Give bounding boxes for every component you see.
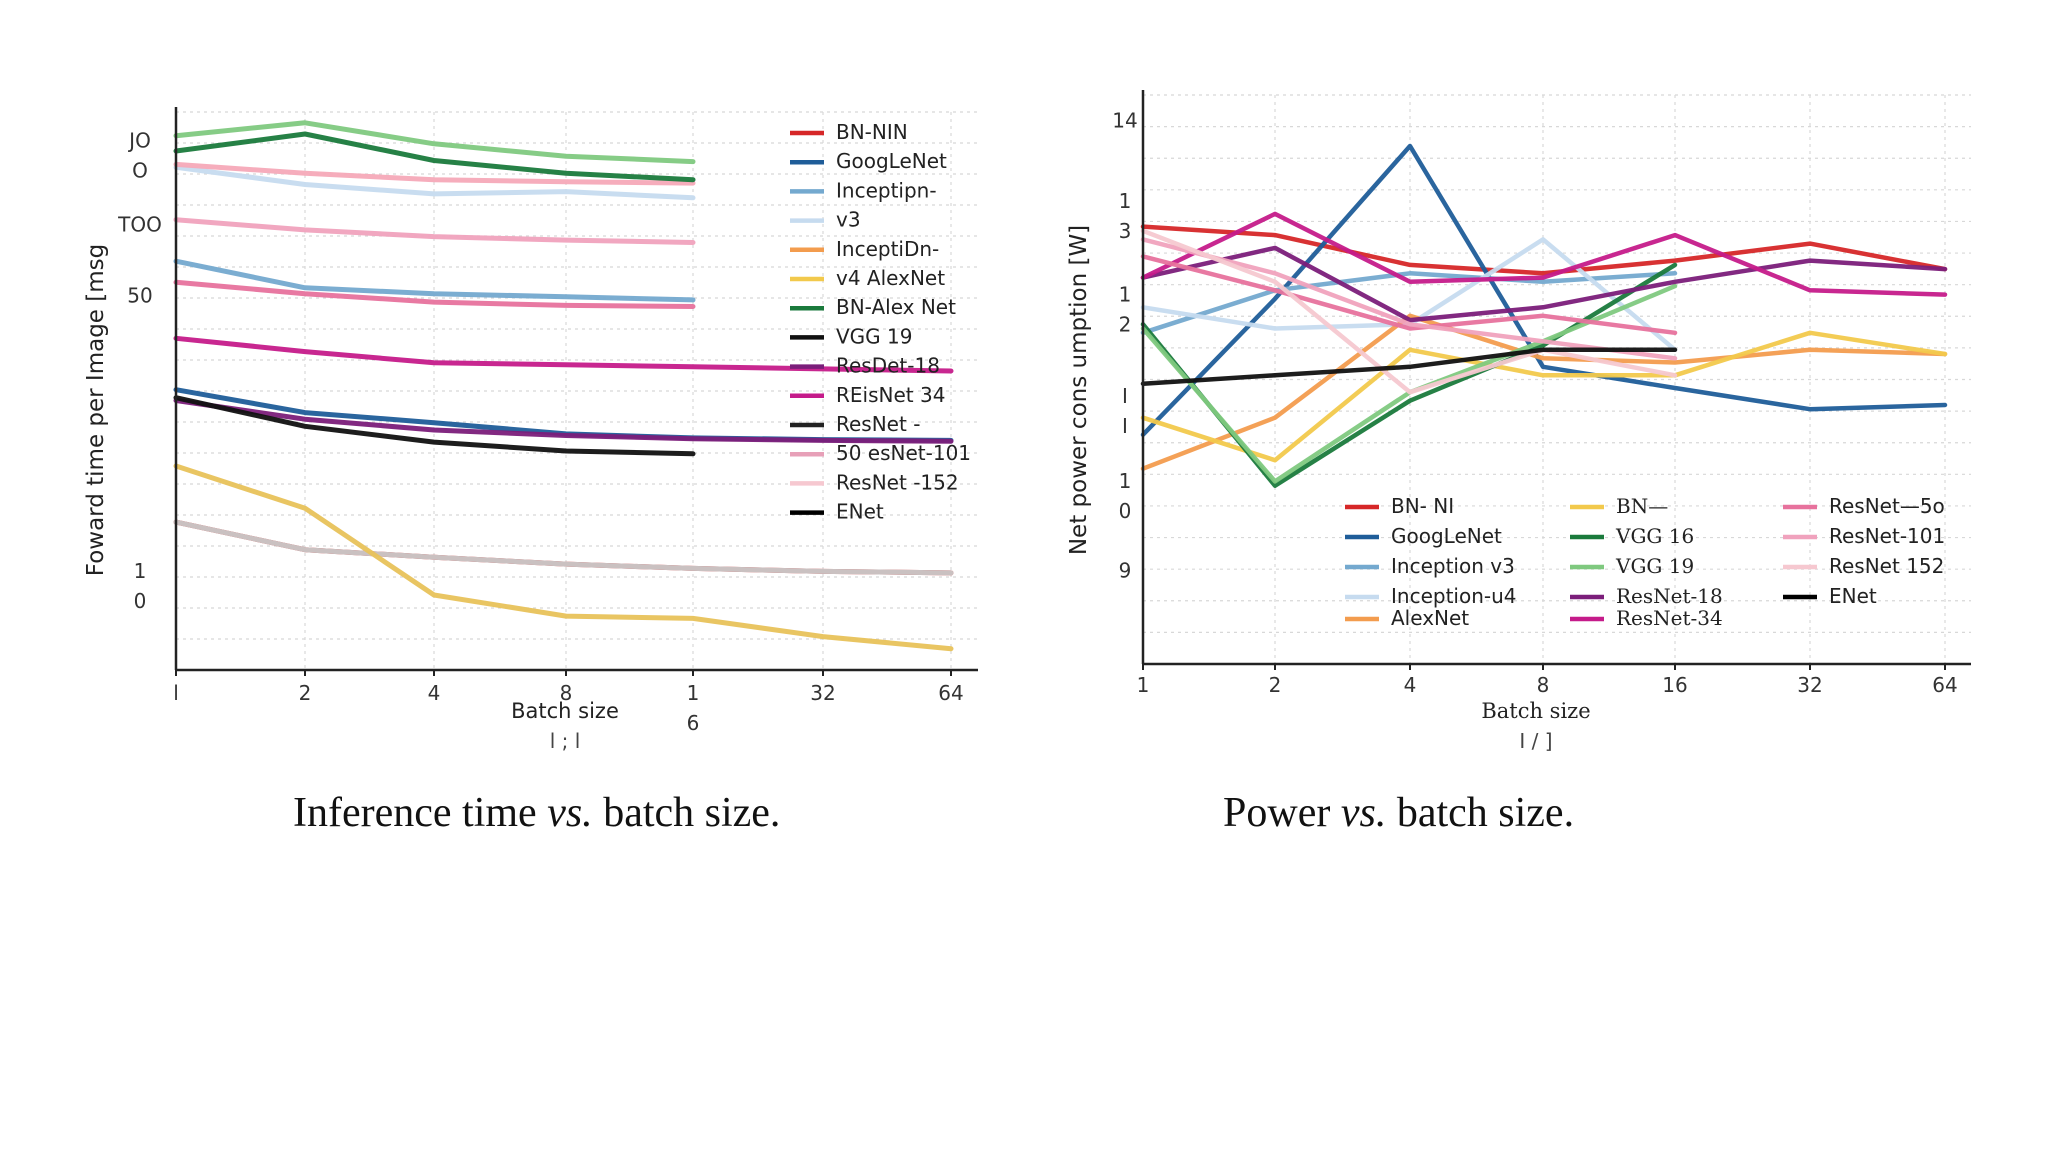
series-line-resnet-152-12 — [173, 217, 696, 245]
x-axis-sublabel: I / ] — [1519, 729, 1552, 753]
x-tick-label-3: 8 — [1537, 673, 1550, 697]
x-tick-label-2: 4 — [428, 681, 441, 705]
legend-label-8: ResDet-18 — [836, 354, 940, 378]
legend-label-9: REisNet 34 — [836, 383, 945, 407]
y-axis-label: Net power cons umption [W] — [1066, 225, 1092, 555]
legend-label-13: ENet — [1829, 584, 1877, 608]
legend-label-6: BN-Alex Net — [836, 295, 956, 319]
left-caption: Inference time vs. batch size. — [293, 790, 781, 836]
legend-label-3: Inception-u4 — [1391, 584, 1517, 608]
legend-label-13: ENet — [836, 500, 884, 524]
legend-label-10: ResNet—5o — [1829, 494, 1945, 518]
legend-label-3: v3 — [836, 208, 861, 232]
x-tick-label-5: 32 — [810, 681, 835, 705]
y-tick-label-5: 9 — [1119, 559, 1132, 583]
x-tick-label-3: 8 — [560, 681, 573, 705]
x-axis-label: Batch size — [511, 699, 619, 723]
series-line-resnet-5o-10 — [1140, 254, 1678, 336]
y-tick-label-2: 50 — [127, 284, 152, 308]
y-tick-label-0: JO O — [127, 129, 151, 183]
legend-label-7: VGG 19 — [1615, 554, 1694, 578]
legend-label-10: ResNet - — [836, 412, 920, 436]
legend-label-5: v4 AlexNet — [836, 266, 945, 290]
series-line-inception-u4-alexnet-3 — [1140, 237, 1678, 353]
chart-inference-time: l 2 4 8 1 6 32 64 JO O TOO 50 1 0 Batch size l ; l Fowar… — [83, 107, 978, 753]
legend-label-11: 50 esNet-101 — [836, 441, 971, 465]
legend-label-12: ResNet -152 — [836, 470, 959, 494]
series-line-resnet-101-11 — [173, 279, 696, 309]
series-line-alexnet-4 — [1140, 313, 1948, 471]
series-line-enet-13 — [1140, 347, 1678, 386]
series-line-bn-nin-5 — [173, 519, 954, 576]
y-tick-label-0: 14 — [1112, 108, 1137, 132]
x-tick-label-6: 64 — [1932, 673, 1957, 697]
x-tick-label-5: 32 — [1797, 673, 1822, 697]
legend-label-4: InceptiDn- — [836, 237, 939, 261]
series-line-vgg-16-7 — [173, 131, 696, 183]
series-line-resnet-18-8 — [1140, 245, 1948, 323]
series-lines — [173, 120, 954, 652]
legend-label-6: VGG 16 — [1615, 524, 1694, 548]
legend-label-2: Inception v3 — [1391, 554, 1515, 578]
series-line-resnet-50-10 — [173, 395, 696, 457]
right-caption: Power vs. batch size. — [1223, 790, 1575, 836]
x-tick-label-0: l — [173, 681, 179, 705]
series-line-resnet-34-9 — [1140, 211, 1948, 297]
legend-label-8: ResNet-18 — [1616, 584, 1723, 608]
x-tick-label-1: 2 — [299, 681, 312, 705]
x-tick-label-0: 1 — [1137, 673, 1150, 697]
legend-label-1: GoogLeNet — [836, 149, 947, 173]
x-tick-label-4: 16 — [1662, 673, 1687, 697]
x-axis-label: Batch size — [1481, 699, 1590, 723]
series-line-bn-alexnet-5 — [1140, 330, 1948, 463]
series-line-resdet-18-8 — [173, 398, 954, 444]
x-tick-label-2: 4 — [1404, 673, 1417, 697]
legend-label-0: BN- NI — [1391, 494, 1454, 518]
series-line-inceptipn-v3-2 — [173, 258, 696, 303]
x-tick-label-1: 2 — [1269, 673, 1282, 697]
legend-label-7: VGG 19 — [836, 324, 912, 348]
legend-label-5: BN— — [1616, 494, 1668, 518]
legend: BN- NI GoogLeNet Inception v3 Inception-u4A… — [1345, 494, 1945, 630]
series-line-resnet-101-11 — [1140, 237, 1678, 361]
y-axis-label: Foward time per Image [msg — [83, 244, 109, 576]
series-lines — [1140, 143, 1948, 488]
series-line-inceptidn-v4-alexnet-3 — [173, 164, 696, 201]
series-line-bn-alexnet-4 — [173, 161, 696, 186]
x-axis-sublabel: l ; l — [550, 729, 581, 753]
legend-label-1: GoogLeNet — [1391, 524, 1502, 548]
y-tick-label-1: TOO — [117, 213, 162, 237]
series-line-bn-ni-n-0 — [1140, 224, 1948, 276]
series-line-googlenet-1 — [1140, 143, 1948, 437]
grid — [1142, 94, 1971, 665]
legend-label-9: ResNet-34 — [1616, 606, 1723, 630]
legend-label-2: Inceptipn- — [836, 178, 937, 202]
x-tick-label-6: 64 — [938, 681, 963, 705]
series-line-enet-13 — [173, 463, 954, 652]
series-line-reisnet-34-9 — [173, 335, 954, 374]
legend-label-12: ResNet 152 — [1829, 554, 1944, 578]
series-line-vgg-19-6 — [173, 120, 696, 165]
legend-label-11: ResNet-101 — [1829, 524, 1945, 548]
series-line-resnet-152-12 — [1140, 228, 1678, 395]
legend: BN-NIN GoogLeNet Inceptipn-v3 InceptiDn-v4 … — [790, 120, 971, 524]
legend-label-0: BN-NIN — [836, 120, 908, 144]
legend-label-4: AlexNet — [1391, 606, 1469, 630]
